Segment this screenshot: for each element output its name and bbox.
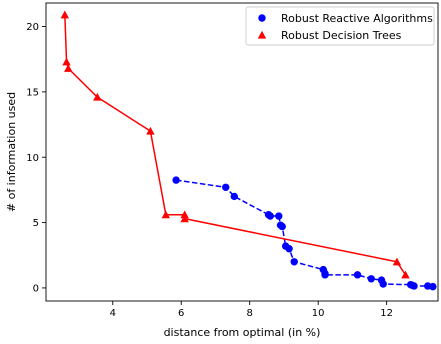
y-tick-label-2: 10: [26, 153, 39, 164]
legend: Robust Reactive Algorithms Robust Decisio…: [245, 6, 435, 46]
legend-marker-trees: [257, 30, 267, 39]
data-point-trees-7: [180, 214, 189, 223]
data-point-reactive-5: [275, 212, 283, 220]
legend-label-reactive: Robust Reactive Algorithms: [281, 12, 433, 25]
y-tick-label-3: 15: [26, 87, 39, 98]
data-point-trees-2: [64, 64, 73, 72]
y-tick-label-1: 5: [33, 218, 39, 229]
data-point-trees-8: [392, 257, 402, 266]
series-line-reactive: [175, 179, 433, 288]
data-point-reactive-22: [429, 282, 437, 291]
y-tick-label-4: 20: [26, 22, 39, 33]
data-point-trees-1: [62, 57, 71, 66]
x-axis-label: distance from optimal (in %): [164, 326, 321, 339]
data-point-reactive-10: [290, 258, 298, 266]
x-tick-label-3: 10: [312, 308, 325, 319]
plot-area: [60, 10, 437, 291]
data-point-reactive-20: [410, 282, 418, 290]
data-point-reactive-14: [353, 271, 362, 279]
data-point-trees-6: [180, 210, 189, 219]
data-point-reactive-2: [230, 192, 238, 201]
data-point-trees-0: [60, 10, 70, 19]
data-point-reactive-4: [266, 212, 274, 220]
data-point-trees-5: [161, 210, 171, 219]
x-tick-label-1: 6: [178, 308, 184, 319]
data-point-reactive-1: [222, 183, 230, 191]
data-point-trees-4: [146, 126, 155, 135]
series-line-trees: [64, 14, 407, 276]
data-point-reactive-7: [278, 222, 286, 231]
data-point-reactive-9: [285, 245, 293, 253]
data-point-reactive-13: [321, 271, 329, 279]
plot-frame: [45, 2, 439, 302]
legend-label-trees: Robust Decision Trees: [281, 29, 402, 42]
y-tick-label-0: 0: [33, 284, 39, 295]
legend-box: [245, 6, 435, 46]
data-point-reactive-17: [379, 280, 387, 288]
y-axis-label: # of information used: [5, 92, 18, 212]
data-point-trees-9: [401, 270, 410, 279]
data-point-reactive-15: [367, 275, 375, 283]
x-tick-label-0: 4: [110, 308, 116, 319]
x-tick-label-4: 12: [380, 308, 393, 319]
data-point-trees-3: [93, 92, 102, 101]
x-tick-label-2: 8: [247, 308, 253, 319]
legend-marker-reactive: [258, 14, 266, 22]
data-point-reactive-0: [172, 176, 180, 184]
axes: 4 6 8 10 12 0 5 10 15 20 distance from optimal (in…: [5, 2, 439, 339]
